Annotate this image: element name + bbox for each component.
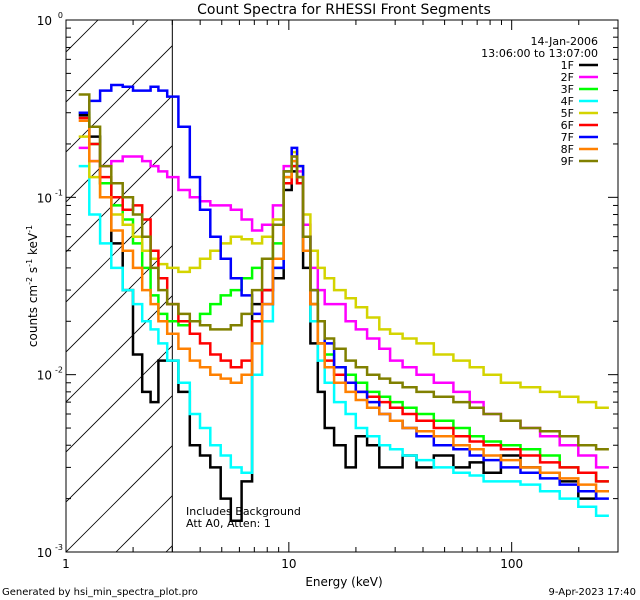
legend-label-3F: 3F bbox=[561, 83, 574, 96]
legend-label-5F: 5F bbox=[561, 107, 574, 120]
hatch-line bbox=[616, 0, 640, 552]
hatch-line bbox=[316, 0, 640, 552]
date-label: 14-Jan-2006 bbox=[531, 35, 599, 48]
series-9F bbox=[78, 93, 609, 451]
hatch-line bbox=[466, 0, 640, 552]
y-label-text: counts cm bbox=[26, 285, 40, 347]
y-label-exponent: -1 bbox=[25, 259, 34, 267]
annotation-background: Includes Background bbox=[186, 505, 301, 518]
x-tick-label: 100 bbox=[500, 557, 523, 571]
hatch-line bbox=[66, 20, 149, 103]
y-tick-exponent: -2 bbox=[55, 366, 63, 375]
x-axis-label: Energy (keV) bbox=[305, 575, 382, 589]
y-axis-label: counts cm-2 s-1 keV-1 bbox=[25, 225, 40, 347]
y-tick-label: 10 bbox=[37, 14, 52, 28]
hatch-line bbox=[66, 295, 173, 403]
footer-generated-by: Generated by hsi_min_spectra_plot.pro bbox=[2, 587, 198, 598]
y-tick-label: 10 bbox=[37, 546, 52, 560]
hatch-line bbox=[216, 0, 640, 552]
series-7F bbox=[78, 83, 609, 500]
legend-label-1F: 1F bbox=[561, 59, 574, 72]
series-8F bbox=[78, 119, 609, 493]
hatch-line bbox=[416, 0, 640, 552]
hatch-line bbox=[66, 95, 173, 203]
y-label-exponent: -2 bbox=[25, 277, 34, 285]
hatch-line bbox=[66, 45, 173, 153]
hatch-line bbox=[66, 195, 173, 303]
series-4F bbox=[78, 159, 609, 518]
y-tick-label: 10 bbox=[37, 191, 52, 205]
hatch-line bbox=[66, 395, 173, 503]
x-tick-label: 10 bbox=[281, 557, 296, 571]
y-label-text: s bbox=[26, 267, 40, 277]
legend-label-7F: 7F bbox=[561, 131, 574, 144]
y-tick-exponent: 0 bbox=[58, 11, 63, 20]
y-tick-exponent: -1 bbox=[55, 188, 63, 197]
y-tick-exponent: -3 bbox=[55, 543, 63, 552]
series-6F bbox=[78, 116, 609, 483]
y-label-text: keV bbox=[26, 232, 40, 259]
hatch-line bbox=[0, 0, 26, 552]
chart-title: Count Spectra for RHESSI Front Segments bbox=[197, 2, 491, 18]
hatch-line bbox=[66, 445, 173, 552]
plot-frame bbox=[65, 19, 619, 553]
hatch-line bbox=[366, 0, 640, 552]
hatch-line bbox=[66, 145, 173, 253]
x-tick-label: 1 bbox=[62, 557, 70, 571]
time-range-label: 13:06:00 to 13:07:00 bbox=[481, 47, 598, 60]
legend-label-8F: 8F bbox=[561, 143, 574, 156]
legend-label-2F: 2F bbox=[561, 71, 574, 84]
legend-label-9F: 9F bbox=[561, 155, 574, 168]
hatched-region bbox=[0, 0, 640, 552]
series-layer bbox=[78, 83, 609, 523]
hatch-line bbox=[66, 245, 173, 353]
y-label-exponent: -1 bbox=[25, 225, 34, 233]
footer-timestamp: 9-Apr-2023 17:40 bbox=[549, 587, 636, 598]
legend-label-6F: 6F bbox=[561, 119, 574, 132]
hatch-line bbox=[66, 20, 99, 53]
x-axis-ticks: 1 10 100 bbox=[62, 20, 619, 571]
y-tick-label: 10 bbox=[37, 369, 52, 383]
legend-label-4F: 4F bbox=[561, 95, 574, 108]
annotation-attenuator: Att A0, Atten: 1 bbox=[186, 517, 271, 530]
